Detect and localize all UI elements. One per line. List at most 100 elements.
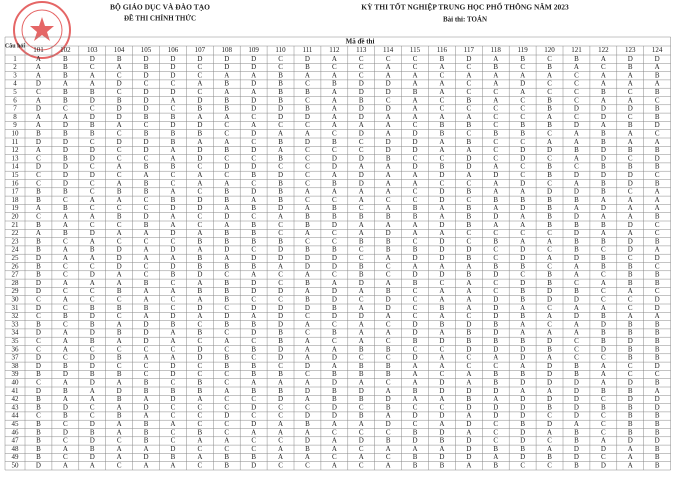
answer-cell: B: [144, 188, 149, 196]
answer-cell: A: [117, 403, 122, 411]
answer-cell: C: [63, 237, 68, 245]
answer-cell: D: [332, 163, 337, 171]
answer-cell: C: [251, 295, 256, 303]
answer-cell: D: [144, 337, 149, 345]
answer-cell: D: [197, 196, 202, 204]
answer-cell: B: [386, 345, 391, 353]
answer-cell: D: [628, 55, 633, 63]
answer-cell: A: [386, 171, 391, 179]
answer-cell: A: [628, 453, 633, 461]
question-number: 16: [12, 179, 20, 187]
answer-cell: D: [170, 55, 175, 63]
answer-cell: D: [547, 370, 552, 378]
answer-cell: A: [574, 204, 579, 212]
answer-cell: A: [439, 362, 444, 370]
answer-cell: B: [224, 229, 229, 237]
answer-cell: C: [467, 354, 472, 362]
answer-cell: D: [601, 113, 606, 121]
answer-cell: B: [305, 63, 310, 71]
answer-cell: D: [63, 403, 68, 411]
answer-cell: A: [493, 453, 498, 461]
answer-cell: D: [574, 254, 579, 262]
answer-cell: A: [520, 237, 525, 245]
answer-cell: A: [413, 105, 418, 113]
answer-cell: A: [628, 312, 633, 320]
answer-cell: D: [359, 312, 364, 320]
answer-cell: C: [224, 403, 229, 411]
answer-cell: B: [467, 138, 472, 146]
answer-cell: D: [655, 304, 660, 312]
answer-cell: C: [278, 295, 283, 303]
question-number: 4: [13, 80, 17, 88]
answer-cell: D: [466, 403, 471, 411]
answer-cell: A: [36, 146, 41, 154]
answer-cell: D: [574, 403, 579, 411]
answer-cell: C: [278, 412, 283, 420]
answer-cell: B: [305, 445, 310, 453]
answer-cell: A: [439, 88, 444, 96]
answer-cell: D: [36, 287, 41, 295]
answer-cell: A: [601, 304, 606, 312]
answer-cell: D: [386, 395, 391, 403]
answer-cell: D: [170, 204, 175, 212]
answer-cell: C: [520, 171, 525, 179]
answer-cell: C: [198, 403, 203, 411]
answer-cell: B: [628, 354, 633, 362]
answer-cell: C: [440, 370, 445, 378]
answer-cell: B: [359, 370, 364, 378]
answer-cell: B: [251, 362, 256, 370]
answer-cell: A: [117, 337, 122, 345]
answer-cell: B: [493, 445, 498, 453]
answer-cell: C: [520, 138, 525, 146]
answer-cell: D: [520, 345, 525, 353]
answer-cell: B: [359, 345, 364, 353]
answer-cell: C: [63, 287, 68, 295]
answer-cell: C: [467, 312, 472, 320]
answer-cell: A: [170, 337, 175, 345]
answer-cell: D: [332, 378, 337, 386]
answer-cell: A: [493, 163, 498, 171]
answer-cell: A: [36, 71, 41, 79]
answer-cell: D: [251, 420, 256, 428]
answer-cell: C: [171, 105, 176, 113]
answer-cell: B: [467, 204, 472, 212]
answer-cell: A: [170, 420, 175, 428]
answer-cell: D: [332, 262, 337, 270]
answer-cell: A: [547, 237, 552, 245]
answer-cell: A: [332, 171, 337, 179]
answer-cell: B: [520, 262, 525, 270]
answer-cell: C: [305, 329, 310, 337]
answer-cell: B: [574, 146, 579, 154]
answer-cell: A: [439, 146, 444, 154]
answer-cell: D: [90, 362, 95, 370]
answer-cell: C: [251, 179, 256, 187]
answer-cell: A: [278, 262, 283, 270]
answer-cell: D: [655, 154, 660, 162]
answer-cell: C: [224, 154, 229, 162]
answer-cell: C: [493, 121, 498, 129]
answer-cell: D: [574, 105, 579, 113]
answer-cell: A: [386, 254, 391, 262]
answer-cell: B: [144, 378, 149, 386]
answer-cell: D: [628, 105, 633, 113]
answer-cell: D: [90, 146, 95, 154]
answer-cell: A: [628, 212, 633, 220]
answer-cell: B: [36, 370, 41, 378]
answer-cell: D: [466, 320, 471, 328]
answer-cell: C: [493, 437, 498, 445]
answer-cell: B: [36, 420, 41, 428]
answer-cell: C: [493, 154, 498, 162]
answer-cell: D: [224, 63, 229, 71]
answer-cell: C: [493, 88, 498, 96]
answer-cell: B: [655, 88, 660, 96]
answer-cell: A: [332, 461, 337, 469]
answer-cell: B: [224, 320, 229, 328]
answer-cell: D: [170, 312, 175, 320]
code-header: 118: [491, 46, 502, 54]
answer-cell: A: [90, 461, 95, 469]
answer-cell: C: [467, 179, 472, 187]
answer-cell: C: [332, 337, 337, 345]
answer-cell: A: [224, 88, 229, 96]
answer-cell: C: [547, 179, 552, 187]
answer-cell: B: [386, 437, 391, 445]
